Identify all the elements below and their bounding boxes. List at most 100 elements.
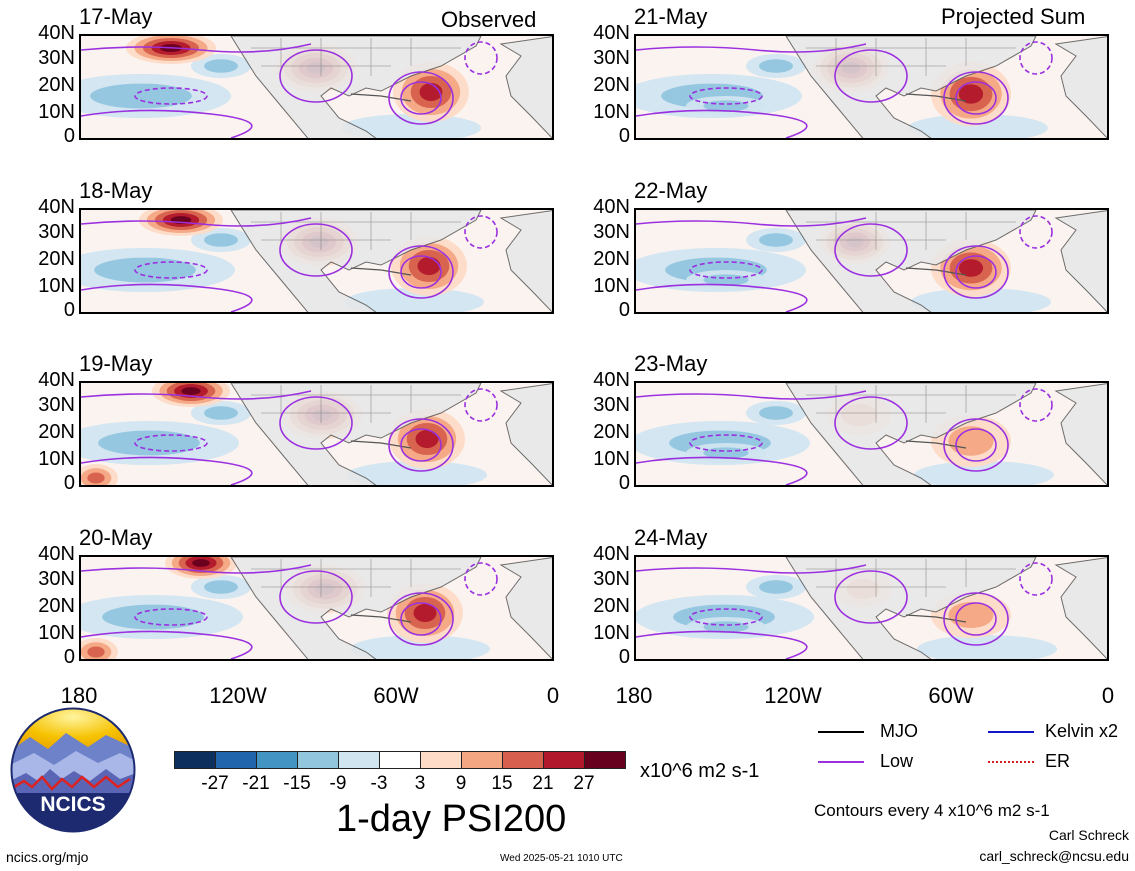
panel-date: 18-May bbox=[79, 178, 153, 203]
longitude-label: 180 bbox=[615, 683, 653, 708]
latitude-label: 10N bbox=[593, 448, 630, 470]
latitude-label: 10N bbox=[38, 275, 75, 297]
colorbar-label: -27 bbox=[201, 773, 229, 794]
colorbar-cell bbox=[379, 751, 421, 769]
latitude-label: 10N bbox=[38, 622, 75, 644]
latitude-label: 20N bbox=[38, 248, 75, 270]
latitude-label: 0 bbox=[63, 646, 75, 668]
latitude-label: 0 bbox=[618, 299, 630, 321]
latitude-label: 40N bbox=[593, 196, 630, 218]
legend-mjo-label: MJO bbox=[880, 721, 918, 741]
website-link[interactable]: ncics.org/mjo bbox=[6, 849, 89, 865]
legend-er-label: ER bbox=[1045, 751, 1071, 771]
latitude-label: 30N bbox=[38, 47, 75, 69]
colorbar-label: -15 bbox=[283, 773, 311, 794]
longitude-label: 180 bbox=[60, 683, 98, 708]
latitude-label: 30N bbox=[593, 568, 630, 590]
colorbar-cell bbox=[420, 751, 462, 769]
legend-kelvin-label: Kelvin x2 bbox=[1045, 721, 1119, 741]
colorbar-label: -9 bbox=[329, 773, 347, 794]
colorbar-units: x10^6 m2 s-1 bbox=[640, 760, 760, 782]
latitude-label: 20N bbox=[593, 595, 630, 617]
latitude-label: 40N bbox=[38, 22, 75, 44]
map-panel bbox=[79, 555, 554, 661]
latitude-label: 40N bbox=[38, 369, 75, 391]
map-panel bbox=[634, 208, 1109, 314]
latitude-label: 10N bbox=[593, 275, 630, 297]
colorbar-cell bbox=[584, 751, 626, 769]
latitude-label: 30N bbox=[38, 221, 75, 243]
latitude-label: 20N bbox=[38, 421, 75, 443]
author-name: Carl Schreck bbox=[1048, 827, 1129, 843]
longitude-label: 120W bbox=[209, 683, 267, 708]
colorbar-cell bbox=[502, 751, 544, 769]
colorbar-label: 27 bbox=[573, 773, 595, 794]
latitude-label: 40N bbox=[38, 196, 75, 218]
latitude-label: 40N bbox=[593, 543, 630, 565]
colorbar-cell bbox=[256, 751, 298, 769]
colorbar-cell bbox=[461, 751, 503, 769]
legend-er-line bbox=[988, 761, 1034, 763]
map-panel bbox=[634, 555, 1109, 661]
latitude-label: 20N bbox=[593, 421, 630, 443]
panel-date: 20-May bbox=[79, 525, 153, 550]
latitude-label: 0 bbox=[618, 646, 630, 668]
latitude-label: 30N bbox=[593, 47, 630, 69]
longitude-label: 120W bbox=[764, 683, 822, 708]
colorbar-cell bbox=[174, 751, 216, 769]
latitude-label: 40N bbox=[593, 22, 630, 44]
author-email[interactable]: carl_schreck@ncsu.edu bbox=[979, 848, 1129, 864]
colorbar-cell bbox=[215, 751, 257, 769]
longitude-label: 60W bbox=[373, 683, 419, 708]
map-panel bbox=[79, 208, 554, 314]
latitude-label: 20N bbox=[38, 74, 75, 96]
latitude-label: 40N bbox=[38, 543, 75, 565]
colorbar-cell bbox=[543, 751, 585, 769]
logo-text: NCICS bbox=[40, 793, 105, 816]
latitude-label: 0 bbox=[63, 472, 75, 494]
latitude-label: 30N bbox=[593, 394, 630, 416]
legend-low-label: Low bbox=[880, 751, 914, 771]
latitude-label: 10N bbox=[38, 448, 75, 470]
panel-date: 17-May bbox=[79, 4, 153, 29]
ncics-logo: NCICS bbox=[10, 707, 136, 833]
longitude-label: 0 bbox=[1101, 683, 1115, 708]
colorbar-label: -3 bbox=[370, 773, 388, 794]
latitude-label: 30N bbox=[38, 568, 75, 590]
plot-title: 1-day PSI200 bbox=[336, 798, 567, 840]
legend-mjo-line bbox=[818, 731, 864, 733]
latitude-label: 40N bbox=[593, 369, 630, 391]
map-panel bbox=[634, 34, 1109, 140]
latitude-label: 0 bbox=[618, 472, 630, 494]
colorbar-label: 15 bbox=[491, 773, 513, 794]
colorbar-cell bbox=[338, 751, 380, 769]
panel-date: 21-May bbox=[634, 4, 708, 29]
contour-note: Contours every 4 x10^6 m2 s-1 bbox=[814, 801, 1050, 820]
colorbar-label: -21 bbox=[242, 773, 270, 794]
colorbar-label: 3 bbox=[414, 773, 426, 794]
latitude-label: 20N bbox=[593, 74, 630, 96]
colorbar-label: 21 bbox=[532, 773, 554, 794]
latitude-label: 10N bbox=[593, 622, 630, 644]
map-panel bbox=[79, 34, 554, 140]
longitude-label: 60W bbox=[928, 683, 974, 708]
colorbar-cell bbox=[297, 751, 339, 769]
colorbar-label: 9 bbox=[455, 773, 467, 794]
latitude-label: 0 bbox=[63, 125, 75, 147]
map-panel bbox=[634, 381, 1109, 487]
projected-header: Projected Sum bbox=[941, 4, 1086, 29]
panel-date: 23-May bbox=[634, 351, 708, 376]
latitude-label: 0 bbox=[63, 299, 75, 321]
panel-date: 24-May bbox=[634, 525, 708, 550]
timestamp: Wed 2025-05-21 1010 UTC bbox=[500, 853, 623, 864]
latitude-label: 10N bbox=[593, 101, 630, 123]
legend-low-line bbox=[818, 761, 864, 763]
latitude-label: 20N bbox=[593, 248, 630, 270]
latitude-label: 30N bbox=[38, 394, 75, 416]
panel-date: 22-May bbox=[634, 178, 708, 203]
latitude-label: 0 bbox=[618, 125, 630, 147]
latitude-label: 10N bbox=[38, 101, 75, 123]
panel-date: 19-May bbox=[79, 351, 153, 376]
map-panel bbox=[79, 381, 554, 487]
latitude-label: 20N bbox=[38, 595, 75, 617]
